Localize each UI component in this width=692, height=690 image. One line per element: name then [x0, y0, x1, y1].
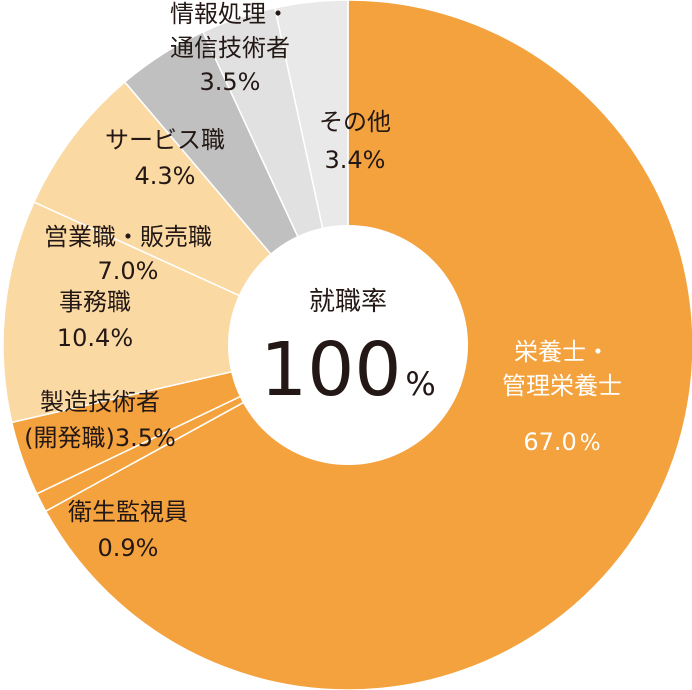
center-value-group: 100%: [260, 327, 436, 413]
slice-label: 管理栄養士: [502, 372, 622, 400]
slice-unit: %: [580, 431, 601, 456]
center-unit: %: [405, 365, 435, 403]
slice-label: 製造技術者: [40, 388, 160, 416]
slice-value-label: 3.4%: [325, 146, 386, 174]
slice-label: その他: [319, 108, 391, 136]
center-value: 100: [260, 327, 401, 413]
slice-label: 衛生監視員: [68, 498, 188, 526]
center-title: 就職率: [309, 287, 387, 317]
slice-value-label: (開発職)3.5%: [24, 424, 176, 452]
slice-value: 3.5%: [115, 424, 176, 452]
slice-label: 事務職: [59, 288, 131, 316]
slice-label: 情報処理・: [170, 0, 290, 28]
slice-value: 67.0: [523, 428, 576, 456]
slice-label: 栄養士・: [514, 338, 610, 366]
slice-label: 通信技術者: [170, 34, 290, 62]
slice-value-label: 3.5%: [200, 68, 261, 96]
slice-value-label: 4.3%: [135, 162, 196, 190]
slice-value-label: 7.0%: [98, 257, 159, 285]
slice-value-label: 67.0%: [523, 428, 600, 456]
slice-value-label: 0.9%: [98, 534, 159, 562]
slice-value-label: 10.4%: [57, 324, 133, 352]
center-hole: 就職率 100%: [228, 225, 468, 465]
slice-paren-label: (開発職): [24, 424, 115, 452]
center-circle: [228, 225, 468, 465]
slice-label: サービス職: [105, 126, 225, 154]
slice-label: 営業職・販売職: [44, 223, 212, 251]
pie-slice: [2, 201, 351, 424]
